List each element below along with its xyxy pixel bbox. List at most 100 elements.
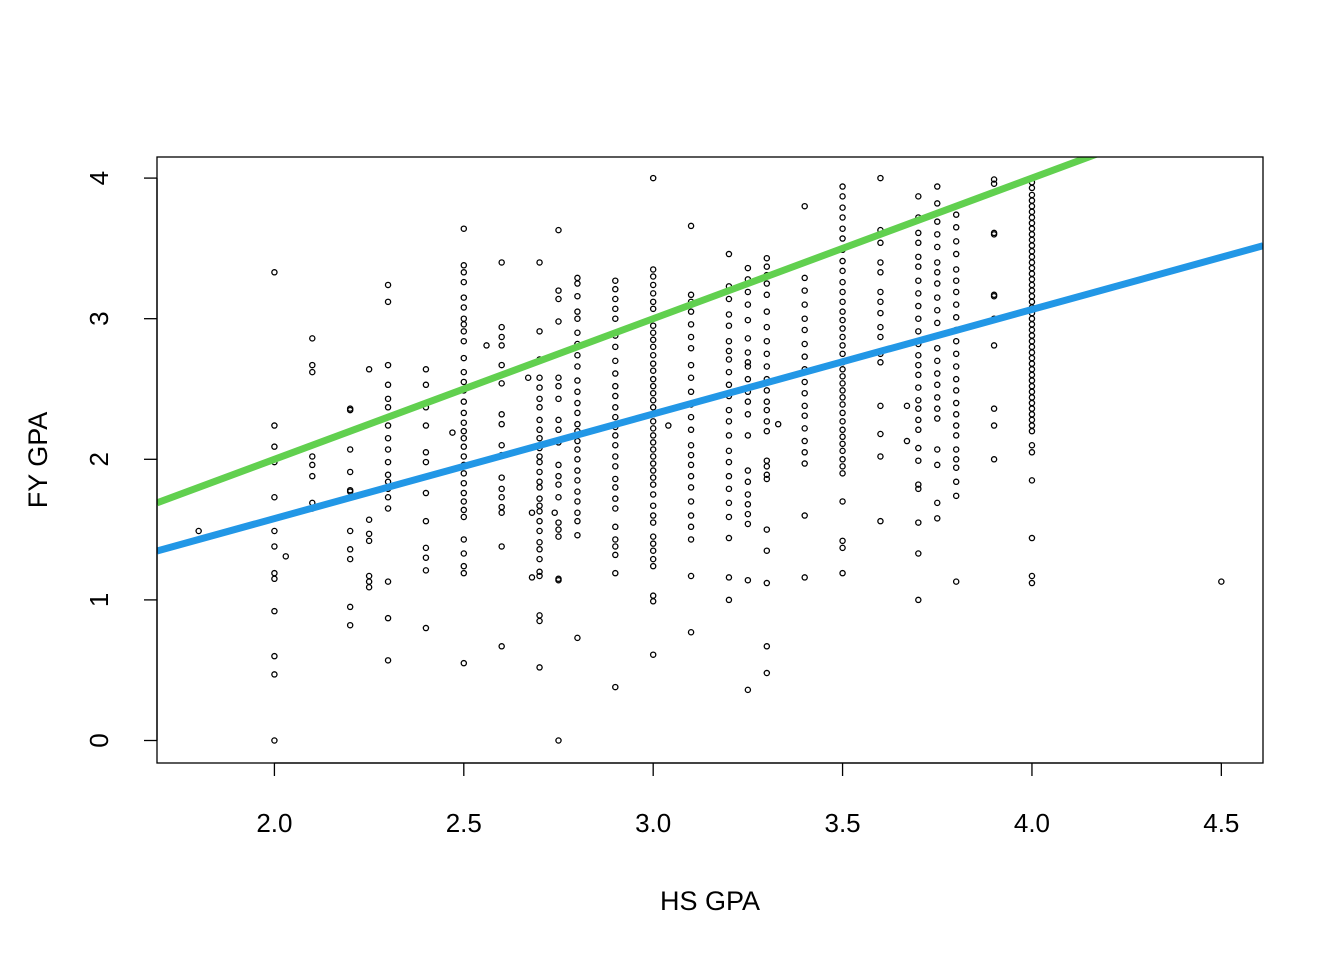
data-point <box>934 515 941 522</box>
data-point <box>574 315 581 322</box>
data-point <box>725 368 733 376</box>
data-point <box>839 447 846 455</box>
data-point <box>801 378 808 386</box>
data-point <box>498 509 505 516</box>
data-point <box>536 416 543 424</box>
data-point <box>744 510 752 518</box>
data-point <box>649 562 657 570</box>
data-point <box>612 343 619 351</box>
data-point <box>801 389 808 397</box>
data-point <box>839 278 846 286</box>
data-point <box>574 498 581 505</box>
data-point <box>649 389 657 397</box>
data-point <box>498 543 505 550</box>
data-point <box>574 352 581 359</box>
data-point <box>763 387 771 394</box>
data-point <box>687 628 695 636</box>
data-point <box>839 193 846 200</box>
data-point <box>990 456 998 463</box>
data-point <box>574 437 581 445</box>
data-point <box>612 357 619 365</box>
data-point <box>1028 326 1036 334</box>
data-point <box>801 449 808 456</box>
data-point <box>801 353 808 360</box>
data-point <box>1028 343 1036 351</box>
data-point <box>877 174 884 182</box>
data-point <box>1028 349 1036 356</box>
data-point <box>649 329 657 337</box>
data-point <box>649 273 657 280</box>
data-point <box>574 308 581 315</box>
data-point <box>384 505 392 512</box>
data-point <box>574 517 581 525</box>
data-point <box>952 578 960 585</box>
data-point <box>687 333 695 341</box>
data-point <box>498 411 505 418</box>
data-point <box>195 527 202 535</box>
data-point <box>536 426 543 434</box>
data-point <box>687 512 695 519</box>
data-point <box>282 553 290 560</box>
data-point <box>915 352 922 359</box>
y-axis-title: FY GPA <box>23 412 53 509</box>
data-point <box>763 471 771 479</box>
data-point <box>801 287 808 294</box>
data-point <box>725 513 733 521</box>
data-point <box>460 378 468 386</box>
data-point <box>612 505 619 512</box>
data-point <box>1028 270 1036 277</box>
data-point <box>934 280 941 287</box>
data-point <box>498 259 505 266</box>
data-point <box>903 437 911 445</box>
data-point <box>1028 449 1036 456</box>
data-point <box>839 409 846 417</box>
data-point <box>952 432 960 439</box>
data-point <box>839 342 846 349</box>
data-point <box>384 494 392 501</box>
data-point <box>839 366 846 373</box>
data-point <box>271 652 278 660</box>
data-point <box>952 288 960 296</box>
data-point <box>952 399 960 407</box>
data-point <box>555 416 562 424</box>
data-point <box>649 512 657 519</box>
data-point <box>460 321 468 328</box>
data-point <box>365 366 373 373</box>
data-point <box>649 360 657 367</box>
data-point <box>536 453 543 460</box>
data-point <box>309 472 316 480</box>
data-point <box>460 443 468 450</box>
data-point <box>990 231 998 238</box>
fit-lines <box>157 157 1263 555</box>
data-point <box>744 576 752 584</box>
data-point <box>649 439 657 446</box>
data-point <box>725 406 733 414</box>
data-point <box>612 315 619 322</box>
data-point <box>574 531 581 539</box>
data-point <box>612 392 619 400</box>
data-point <box>1028 219 1036 227</box>
data-point <box>536 495 543 502</box>
data-points <box>195 174 1225 744</box>
x-axis: 2.0 2.5 3.0 3.5 4.0 4.5 <box>256 762 1239 838</box>
data-point <box>1028 253 1036 261</box>
data-point <box>915 444 922 452</box>
data-point <box>460 337 468 345</box>
data-point <box>574 292 581 300</box>
y-tick-label: 1 <box>84 593 114 607</box>
data-point <box>763 280 771 287</box>
data-point <box>915 550 922 557</box>
data-point <box>839 183 846 190</box>
plot-frame <box>156 156 1264 764</box>
data-point <box>1028 388 1036 396</box>
data-point <box>460 278 468 286</box>
data-point <box>687 291 695 299</box>
data-point <box>952 456 960 463</box>
data-point <box>934 269 941 276</box>
data-point <box>536 384 543 391</box>
data-point <box>952 478 960 486</box>
data-point <box>309 453 316 460</box>
data-point <box>649 555 657 563</box>
data-point <box>498 485 505 493</box>
data-point <box>1028 572 1036 580</box>
